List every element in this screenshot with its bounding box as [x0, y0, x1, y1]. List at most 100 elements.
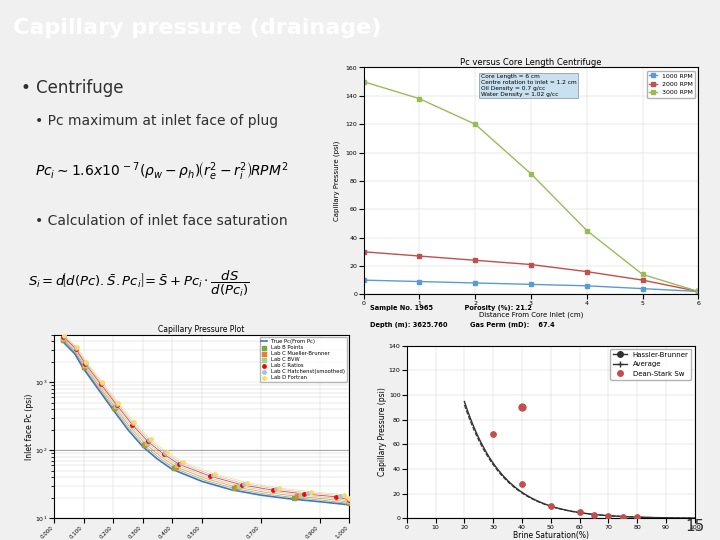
Lab B Points: [138, 441, 150, 449]
Lab D Fortran: [177, 458, 189, 467]
3000 RPM: [471, 121, 480, 127]
Lab C Mueller-Brunner: [230, 483, 242, 491]
Lab D Fortran: [274, 484, 285, 492]
X-axis label: Distance From Core Inlet (cm): Distance From Core Inlet (cm): [479, 311, 583, 318]
1000 RPM: [694, 288, 703, 295]
Text: • Pc maximum at inlet face of plug: • Pc maximum at inlet face of plug: [35, 114, 279, 129]
Point: [545, 502, 557, 510]
Lab C Ratios: [127, 420, 138, 429]
Lab C Mueller-Brunner: [78, 362, 90, 370]
3000 RPM: [359, 78, 368, 85]
True Pc(From Pc): [71, 350, 79, 357]
True Pc(From Pc): [58, 339, 67, 345]
3000 RPM: [527, 171, 536, 177]
3000 RPM: [415, 96, 423, 102]
Lab C Mueller-Brunner: [292, 492, 303, 501]
Title: Pc versus Core Length Centrifuge: Pc versus Core Length Centrifuge: [460, 58, 602, 67]
2000 RPM: [415, 253, 423, 259]
Lab C BVW: [295, 491, 307, 500]
1000 RPM: [527, 281, 536, 288]
Y-axis label: Capillary Pressure (psi): Capillary Pressure (psi): [379, 388, 387, 476]
Text: 15: 15: [685, 519, 704, 534]
Lab C BVW: [110, 402, 122, 410]
2000 RPM: [582, 268, 591, 275]
Text: • Centrifuge: • Centrifuge: [22, 79, 124, 97]
Lab D Fortran: [96, 378, 108, 387]
Lab B Points: [168, 464, 179, 472]
Lab D Fortran: [145, 435, 156, 443]
Lab D Fortran: [81, 357, 92, 366]
1000 RPM: [471, 280, 480, 286]
True Pc(From Pc): [94, 386, 103, 393]
Lab C Ratios: [236, 481, 248, 489]
Point: [588, 510, 600, 519]
3000 RPM: [638, 271, 647, 278]
Lab C Mueller-Brunner: [170, 462, 181, 471]
Lab C Hatchenst(smoothed): [58, 332, 69, 340]
Lab D Fortran: [129, 418, 140, 427]
X-axis label: Brine Saturation(%): Brine Saturation(%): [513, 531, 589, 540]
2000 RPM: [471, 257, 480, 264]
Lab C Hatchenst(smoothed): [238, 480, 250, 488]
Lab B Points: [57, 336, 68, 345]
Lab C BVW: [343, 497, 355, 505]
Lab C Hatchenst(smoothed): [334, 491, 346, 500]
Lab D Fortran: [161, 448, 172, 456]
True Pc(From Pc): [286, 496, 294, 502]
Lab C Mueller-Brunner: [343, 498, 355, 507]
True Pc(From Pc): [256, 492, 265, 498]
Lab C Ratios: [174, 460, 185, 469]
1000 RPM: [638, 285, 647, 292]
Point: [603, 511, 614, 520]
Lab C BVW: [58, 334, 69, 342]
Legend: True Pc(From Pc), Lab B Points, Lab C Mueller-Brunner, Lab C BVW, Lab C Ratios, : True Pc(From Pc), Lab B Points, Lab C Mu…: [260, 338, 346, 382]
Lab C Hatchenst(smoothed): [71, 343, 82, 352]
Lab D Fortran: [209, 470, 220, 478]
True Pc(From Pc): [197, 478, 206, 484]
Lab C Ratios: [330, 492, 341, 501]
Text: $S_i = d\!\left[d(Pc).\bar{S}.Pc_i\right]\!=\bar{S}+Pc_i\cdot\dfrac{dS}{d(Pc_i)}: $S_i = d\!\left[d(Pc).\bar{S}.Pc_i\right…: [28, 269, 250, 299]
Lab C Mueller-Brunner: [58, 335, 69, 343]
Lab C BVW: [171, 461, 183, 470]
Lab C Ratios: [343, 496, 355, 504]
Lab D Fortran: [338, 490, 349, 499]
Point: [631, 513, 643, 522]
Line: 2000 RPM: 2000 RPM: [362, 250, 700, 293]
True Pc(From Pc): [153, 456, 161, 462]
True Pc(From Pc): [168, 466, 176, 472]
Y-axis label: Capillary Pressure (psi): Capillary Pressure (psi): [333, 141, 340, 221]
Lab B Points: [78, 363, 90, 372]
Lab C Hatchenst(smoothed): [127, 419, 139, 428]
Text: Core Length = 6 cm
Centre rotation to inlet = 1.2 cm
Oil Density = 0.7 g/cc
Wate: Core Length = 6 cm Centre rotation to in…: [481, 75, 577, 97]
Text: Sample No. 1965              Porosity (%): 21.2: Sample No. 1965 Porosity (%): 21.2: [370, 305, 532, 310]
Y-axis label: Inlet face Pc (psi): Inlet face Pc (psi): [25, 394, 34, 460]
Lab D Fortran: [241, 478, 253, 487]
Lab C Hatchenst(smoothed): [175, 459, 186, 468]
Lab C Ratios: [70, 345, 81, 353]
True Pc(From Pc): [227, 487, 235, 493]
2000 RPM: [694, 288, 703, 295]
Lab C BVW: [233, 482, 245, 490]
Lab D Fortran: [112, 399, 124, 407]
Point: [487, 430, 499, 439]
Title: Capillary Pressure Plot: Capillary Pressure Plot: [158, 325, 245, 334]
Lab B Points: [343, 499, 355, 508]
Point: [516, 403, 528, 411]
Lab C Ratios: [158, 450, 169, 458]
Lab C Hatchenst(smoothed): [302, 489, 314, 497]
Lab C Hatchenst(smoothed): [343, 495, 355, 503]
Lab C Ratios: [79, 360, 91, 368]
3000 RPM: [694, 288, 703, 295]
Lab C Hatchenst(smoothed): [96, 379, 107, 388]
Lab C BVW: [141, 438, 153, 447]
Lab D Fortran: [306, 488, 318, 496]
True Pc(From Pc): [124, 426, 132, 433]
Text: $Pc_i \sim 1.6x10^{\,-7}\left(\rho_w - \rho_h\right)\!\left(r_e^2 - r_i^2\right): $Pc_i \sim 1.6x10^{\,-7}\left(\rho_w - \…: [35, 161, 289, 184]
1000 RPM: [359, 277, 368, 284]
Line: 1000 RPM: 1000 RPM: [362, 279, 700, 293]
Lab C Ratios: [204, 472, 216, 481]
Lab C Ratios: [95, 380, 107, 389]
Lab C BVW: [79, 361, 91, 369]
Lab C Ratios: [58, 333, 69, 341]
Lab B Points: [228, 484, 240, 492]
